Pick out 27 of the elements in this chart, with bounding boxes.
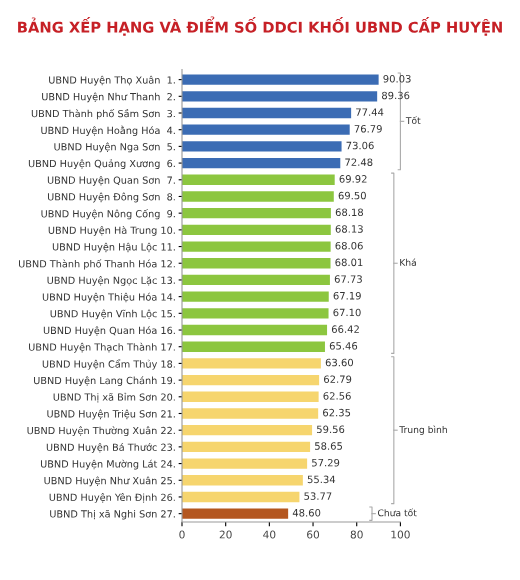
bar xyxy=(182,274,330,286)
bar xyxy=(182,341,325,352)
bar xyxy=(182,258,331,269)
bar xyxy=(182,91,378,102)
bar xyxy=(182,358,321,369)
bar xyxy=(182,224,331,236)
bar xyxy=(182,191,334,202)
bar xyxy=(182,374,320,386)
bar xyxy=(182,475,303,486)
bar xyxy=(182,207,331,219)
bar xyxy=(182,291,329,302)
bar xyxy=(182,308,329,319)
bar xyxy=(182,491,300,503)
bar xyxy=(182,157,341,169)
bar xyxy=(182,241,331,252)
bar xyxy=(182,408,319,419)
bar xyxy=(182,107,352,119)
bar xyxy=(182,425,313,436)
bar xyxy=(182,441,311,453)
bar xyxy=(182,324,328,336)
bar xyxy=(182,74,379,85)
bar xyxy=(182,458,308,469)
bar xyxy=(182,141,342,152)
bar xyxy=(182,174,335,185)
bar xyxy=(182,124,350,135)
bar xyxy=(182,508,289,519)
bar xyxy=(182,391,319,402)
